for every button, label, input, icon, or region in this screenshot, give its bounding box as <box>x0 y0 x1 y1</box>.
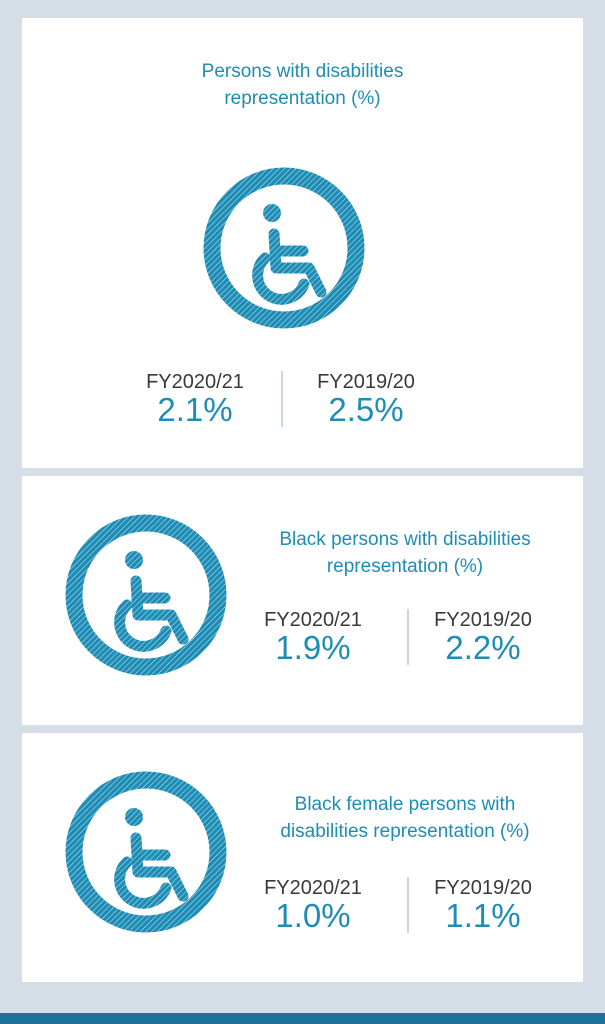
stat-previous-year: FY2019/20 2.5% <box>301 371 431 427</box>
panel-title-line-2: representation (%) <box>224 88 381 109</box>
stat-value: 1.9% <box>275 629 351 666</box>
stat-year-label: FY2020/21 <box>264 877 362 899</box>
panel-black-persons-with-disabilities: Black persons with disabilities represen… <box>22 476 583 725</box>
panel-title-line-2: disabilities representation (%) <box>280 821 530 842</box>
stat-divider <box>407 609 409 665</box>
stat-value: 2.1% <box>157 391 233 428</box>
panel-title-line-1: Black persons with disabilities <box>279 529 531 550</box>
stat-year-label: FY2020/21 <box>264 609 362 631</box>
wheelchair-icon <box>64 770 228 934</box>
panel-title: Black female persons with disabilities r… <box>232 791 578 845</box>
stat-year-label: FY2019/20 <box>434 877 532 899</box>
stat-year-label: FY2019/20 <box>317 371 415 393</box>
stat-value: 2.5% <box>328 391 404 428</box>
stat-divider <box>407 877 409 933</box>
stat-value: 2.2% <box>445 629 521 666</box>
wheelchair-icon <box>64 513 228 677</box>
stat-previous-year: FY2019/20 1.1% <box>418 877 548 933</box>
stat-previous-year: FY2019/20 2.2% <box>418 609 548 665</box>
wheelchair-icon <box>202 166 366 330</box>
panel-title: Persons with disabilities representation… <box>22 58 583 112</box>
bottom-bar <box>0 1013 605 1024</box>
panel-title-line-2: representation (%) <box>326 556 484 577</box>
stat-year-label: FY2019/20 <box>434 609 532 631</box>
panel-black-female-persons-with-disabilities: Black female persons with disabilities r… <box>22 733 583 982</box>
panel-title-line-1: Persons with disabilities <box>201 61 404 82</box>
stat-current-year: FY2020/21 1.9% <box>248 609 378 665</box>
panel-title-line-1: Black female persons with <box>294 794 516 815</box>
stat-divider <box>281 371 283 427</box>
panel-title: Black persons with disabilities represen… <box>232 526 578 580</box>
stat-year-label: FY2020/21 <box>146 371 244 393</box>
stat-current-year: FY2020/21 1.0% <box>248 877 378 933</box>
stat-value: 1.0% <box>275 897 351 934</box>
stat-current-year: FY2020/21 2.1% <box>130 371 260 427</box>
stat-value: 1.1% <box>445 897 521 934</box>
panel-persons-with-disabilities: Persons with disabilities representation… <box>22 18 583 468</box>
